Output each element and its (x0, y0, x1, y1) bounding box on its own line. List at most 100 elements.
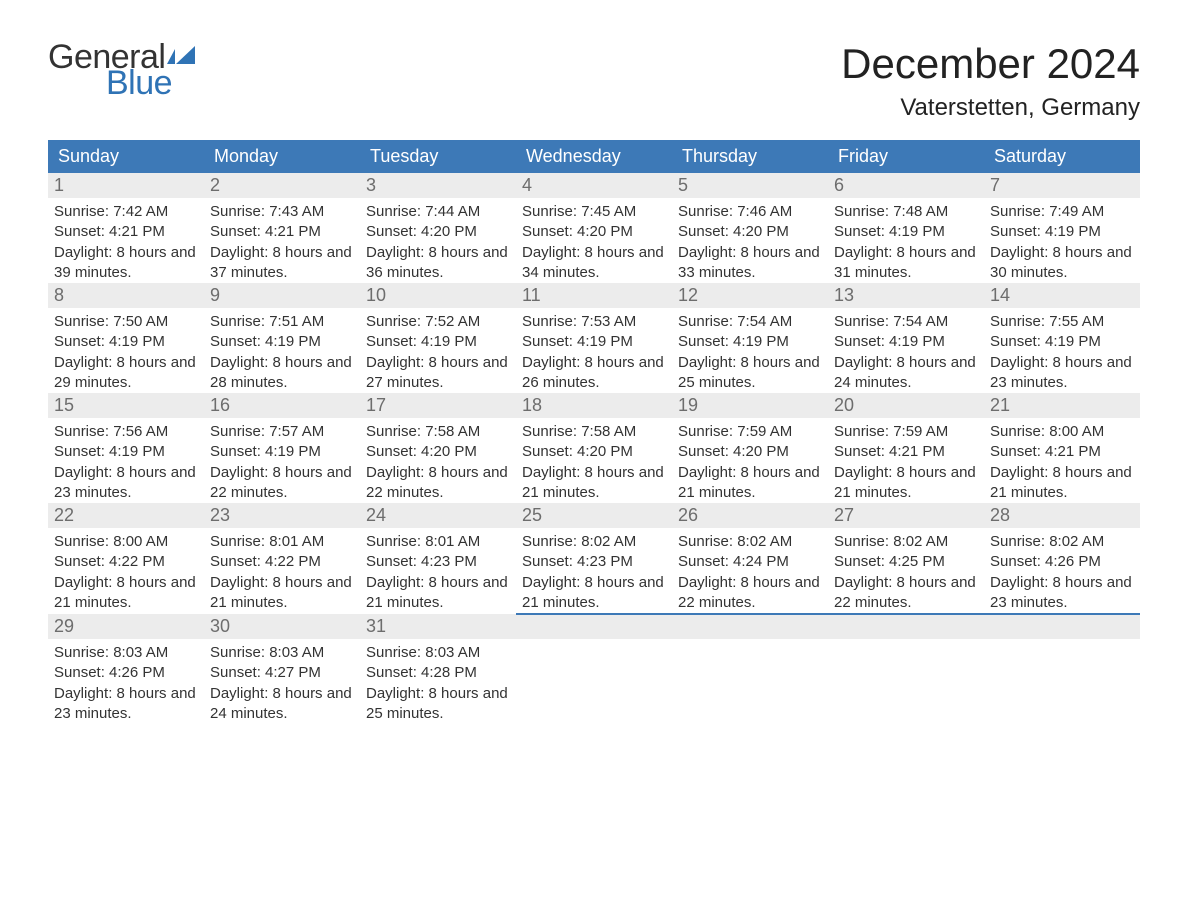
sunrise-line: Sunrise: 8:02 AM (522, 532, 666, 552)
sunset-line: Sunset: 4:20 PM (678, 442, 822, 462)
day-cell: Sunrise: 8:02 AMSunset: 4:25 PMDaylight:… (828, 528, 984, 614)
daylight-line: Daylight: 8 hours and 21 minutes. (522, 463, 666, 504)
day-body: Sunrise: 8:03 AMSunset: 4:27 PMDaylight:… (204, 639, 360, 724)
sunset-line: Sunset: 4:20 PM (522, 222, 666, 242)
day-body: Sunrise: 7:54 AMSunset: 4:19 PMDaylight:… (672, 308, 828, 393)
month-title: December 2024 (841, 40, 1140, 88)
daylight-line: Daylight: 8 hours and 23 minutes. (54, 684, 198, 725)
day-number: 13 (828, 283, 984, 308)
sunset-line: Sunset: 4:23 PM (366, 552, 510, 572)
day-cell: Sunrise: 7:44 AMSunset: 4:20 PMDaylight:… (360, 198, 516, 283)
daylight-line: Daylight: 8 hours and 21 minutes. (366, 573, 510, 614)
day-cell: Sunrise: 8:00 AMSunset: 4:21 PMDaylight:… (984, 418, 1140, 503)
day-cell: Sunrise: 7:54 AMSunset: 4:19 PMDaylight:… (828, 308, 984, 393)
day-body: Sunrise: 8:03 AMSunset: 4:26 PMDaylight:… (48, 639, 204, 724)
sunrise-line: Sunrise: 7:50 AM (54, 312, 198, 332)
sunset-line: Sunset: 4:23 PM (522, 552, 666, 572)
day-number-cell: 18 (516, 393, 672, 418)
day-number-cell: 3 (360, 173, 516, 198)
day-number-row: 293031 (48, 614, 1140, 639)
sunrise-line: Sunrise: 7:49 AM (990, 202, 1134, 222)
sunrise-line: Sunrise: 8:01 AM (366, 532, 510, 552)
day-number-row: 1234567 (48, 173, 1140, 198)
page-header: General Blue December 2024 Vaterstetten,… (48, 40, 1140, 122)
weekday-header: Tuesday (360, 140, 516, 173)
day-number-cell: 28 (984, 503, 1140, 528)
daylight-line: Daylight: 8 hours and 25 minutes. (678, 353, 822, 394)
day-number: 3 (360, 173, 516, 198)
day-body: Sunrise: 8:02 AMSunset: 4:25 PMDaylight:… (828, 528, 984, 613)
sunrise-line: Sunrise: 8:00 AM (990, 422, 1134, 442)
empty-cell (984, 614, 1140, 639)
day-number: 26 (672, 503, 828, 528)
sunrise-line: Sunrise: 7:48 AM (834, 202, 978, 222)
day-body-row: Sunrise: 8:00 AMSunset: 4:22 PMDaylight:… (48, 528, 1140, 614)
daylight-line: Daylight: 8 hours and 22 minutes. (210, 463, 354, 504)
day-number: 1 (48, 173, 204, 198)
calendar-table: Sunday Monday Tuesday Wednesday Thursday… (48, 140, 1140, 724)
daylight-line: Daylight: 8 hours and 36 minutes. (366, 243, 510, 284)
daylight-line: Daylight: 8 hours and 27 minutes. (366, 353, 510, 394)
day-number-cell: 22 (48, 503, 204, 528)
sunset-line: Sunset: 4:19 PM (990, 332, 1134, 352)
empty-cell (672, 639, 828, 724)
day-number-cell: 25 (516, 503, 672, 528)
sunrise-line: Sunrise: 7:55 AM (990, 312, 1134, 332)
day-body: Sunrise: 8:02 AMSunset: 4:26 PMDaylight:… (984, 528, 1140, 613)
sunrise-line: Sunrise: 8:02 AM (990, 532, 1134, 552)
day-number: 12 (672, 283, 828, 308)
day-body: Sunrise: 7:53 AMSunset: 4:19 PMDaylight:… (516, 308, 672, 393)
day-cell: Sunrise: 7:50 AMSunset: 4:19 PMDaylight:… (48, 308, 204, 393)
empty-cell (984, 639, 1140, 724)
day-body: Sunrise: 7:48 AMSunset: 4:19 PMDaylight:… (828, 198, 984, 283)
daylight-line: Daylight: 8 hours and 22 minutes. (366, 463, 510, 504)
sunrise-line: Sunrise: 8:01 AM (210, 532, 354, 552)
day-number-cell: 10 (360, 283, 516, 308)
day-cell: Sunrise: 7:59 AMSunset: 4:21 PMDaylight:… (828, 418, 984, 503)
daylight-line: Daylight: 8 hours and 23 minutes. (54, 463, 198, 504)
day-body: Sunrise: 7:58 AMSunset: 4:20 PMDaylight:… (360, 418, 516, 503)
day-cell: Sunrise: 8:03 AMSunset: 4:28 PMDaylight:… (360, 639, 516, 724)
sunrise-line: Sunrise: 7:44 AM (366, 202, 510, 222)
daylight-line: Daylight: 8 hours and 29 minutes. (54, 353, 198, 394)
sunrise-line: Sunrise: 7:52 AM (366, 312, 510, 332)
weekday-header: Monday (204, 140, 360, 173)
day-number-cell: 9 (204, 283, 360, 308)
weekday-header: Saturday (984, 140, 1140, 173)
day-body-row: Sunrise: 8:03 AM Sunset: 4:26 PMDaylight:… (48, 639, 1140, 724)
sunrise-line: Sunrise: 8:03 AM (366, 643, 510, 663)
day-number-cell: 24 (360, 503, 516, 528)
sunrise-line: Sunrise: 7:51 AM (210, 312, 354, 332)
empty-cell (828, 639, 984, 724)
daylight-line: Daylight: 8 hours and 26 minutes. (522, 353, 666, 394)
sunset-line: Sunset: 4:19 PM (834, 222, 978, 242)
day-number-cell: 21 (984, 393, 1140, 418)
location-label: Vaterstetten, Germany (841, 94, 1140, 122)
day-cell: Sunrise: 8:00 AMSunset: 4:22 PMDaylight:… (48, 528, 204, 614)
daylight-line: Daylight: 8 hours and 21 minutes. (54, 573, 198, 614)
day-number-cell: 29 (48, 614, 204, 639)
sunset-line: Sunset: 4:26 PM (54, 663, 198, 683)
day-number-cell: 14 (984, 283, 1140, 308)
day-cell: Sunrise: 7:53 AMSunset: 4:19 PMDaylight:… (516, 308, 672, 393)
day-body: Sunrise: 7:43 AMSunset: 4:21 PMDaylight:… (204, 198, 360, 283)
sunrise-line: Sunrise: 8:03 AM (210, 643, 354, 663)
day-cell: Sunrise: 7:59 AMSunset: 4:20 PMDaylight:… (672, 418, 828, 503)
day-number-cell: 17 (360, 393, 516, 418)
day-body: Sunrise: 7:54 AMSunset: 4:19 PMDaylight:… (828, 308, 984, 393)
day-cell: Sunrise: 7:55 AMSunset: 4:19 PMDaylight:… (984, 308, 1140, 393)
weekday-header: Friday (828, 140, 984, 173)
day-cell: Sunrise: 8:02 AMSunset: 4:23 PMDaylight:… (516, 528, 672, 614)
sunset-line: Sunset: 4:19 PM (54, 332, 198, 352)
day-number-cell: 6 (828, 173, 984, 198)
day-body: Sunrise: 7:42 AMSunset: 4:21 PMDaylight:… (48, 198, 204, 283)
sunrise-line: Sunrise: 7:58 AM (366, 422, 510, 442)
daylight-line: Daylight: 8 hours and 30 minutes. (990, 243, 1134, 284)
sunrise-line: Sunrise: 7:59 AM (678, 422, 822, 442)
daylight-line: Daylight: 8 hours and 37 minutes. (210, 243, 354, 284)
daylight-line: Daylight: 8 hours and 22 minutes. (834, 573, 978, 614)
day-number-cell: 7 (984, 173, 1140, 198)
weekday-header: Thursday (672, 140, 828, 173)
day-number-cell: 1 (48, 173, 204, 198)
day-number: 7 (984, 173, 1140, 198)
